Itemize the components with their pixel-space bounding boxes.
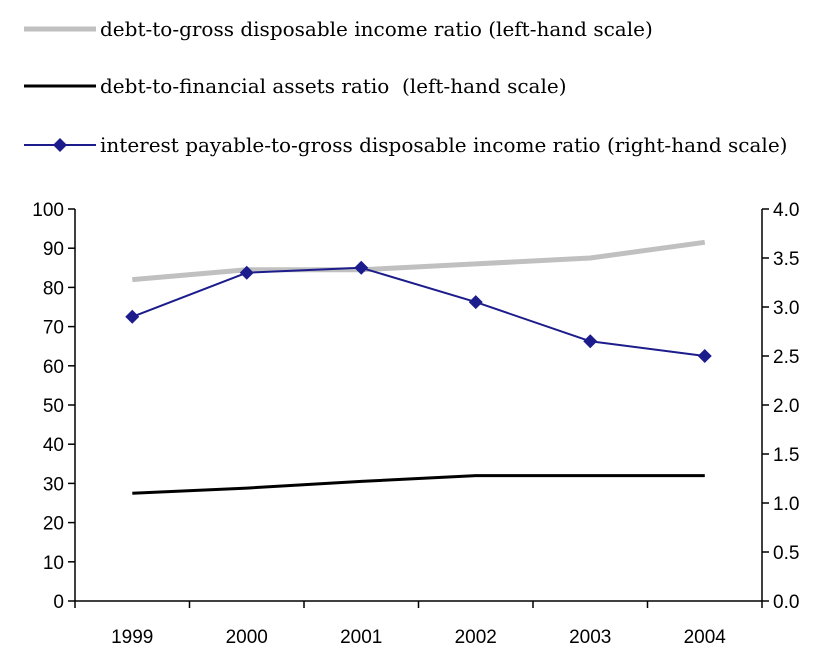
y-left-tick-label: 60 [43, 357, 64, 378]
y-left-tick-label: 30 [43, 474, 64, 495]
y-left-tick-label: 0 [53, 592, 64, 613]
data-point-2-5 [697, 349, 712, 363]
legend-label-interest-payable: interest payable-to-gross disposable inc… [100, 133, 787, 157]
y-left-tick-label: 40 [43, 435, 64, 456]
x-tick-label: 2001 [340, 627, 382, 648]
legend-marker-interest-payable [53, 138, 67, 152]
axes: 0 10 20 30 40 50 60 70 80 90 100 0.0 0.5 1.0 1.5 2.0 2.5… [32, 200, 799, 648]
y-left-tick-label: 20 [43, 514, 64, 535]
legend-entry-debt-to-financial-assets: debt-to-financial assets ratio (left-han… [24, 74, 567, 98]
y-left-tick-label: 80 [43, 278, 64, 299]
data-point-2-1 [239, 265, 254, 280]
y-left-tick-label: 10 [43, 553, 64, 574]
y-left-tick-label: 50 [43, 396, 64, 417]
series-line-2 [131, 266, 705, 357]
x-tick-label: 2003 [569, 627, 611, 648]
y-right-tick-label: 0.5 [773, 543, 799, 564]
series-line-1 [132, 474, 705, 495]
x-tick-label: 1999 [111, 627, 153, 648]
y-right-tick-label: 2.5 [773, 347, 799, 368]
y-right-tick-label: 2.0 [773, 396, 799, 417]
legend-entry-interest-payable: interest payable-to-gross disposable inc… [24, 133, 787, 157]
y-right-tick-label: 1.5 [773, 445, 799, 466]
x-tick-label: 2000 [226, 627, 268, 648]
series-layer [125, 239, 712, 495]
legend-label-debt-to-gross-income: debt-to-gross disposable income ratio (l… [100, 17, 653, 41]
data-point-2-3 [468, 295, 483, 310]
y-right-tick-label: 3.5 [773, 249, 799, 270]
x-tick-label: 2002 [455, 627, 497, 648]
series-line-0 [132, 239, 706, 283]
x-tick-label: 2004 [684, 627, 727, 648]
y-left-tick-label: 70 [43, 318, 64, 339]
legend-label-debt-to-financial-assets: debt-to-financial assets ratio (left-han… [100, 74, 567, 98]
legend-entry-debt-to-gross-income: debt-to-gross disposable income ratio (l… [24, 17, 653, 41]
y-left-tick-label: 90 [43, 239, 64, 260]
data-point-2-4 [583, 334, 598, 349]
y-right-tick-label: 3.0 [773, 298, 799, 319]
y-right-tick-label: 4.0 [773, 200, 799, 221]
y-right-tick-label: 0.0 [773, 592, 799, 613]
data-point-2-2 [354, 260, 369, 275]
y-right-tick-label: 1.0 [773, 494, 799, 515]
y-left-tick-label: 100 [32, 200, 64, 221]
legend: debt-to-gross disposable income ratio (l… [24, 17, 787, 157]
data-point-2-0 [125, 309, 140, 324]
